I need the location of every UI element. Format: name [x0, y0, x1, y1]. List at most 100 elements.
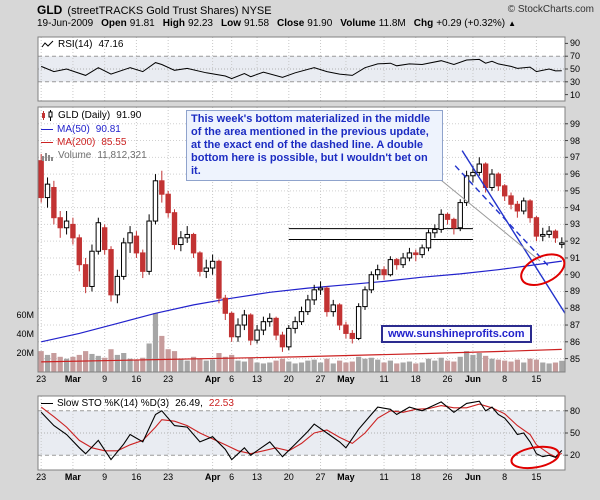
candle-body — [495, 173, 502, 187]
volume-bar — [413, 363, 419, 372]
candle-body — [286, 327, 292, 348]
volume-bar — [171, 351, 178, 372]
candle-body — [171, 212, 178, 246]
volume-bar — [527, 358, 533, 372]
candle-body — [432, 228, 438, 234]
candle-body — [501, 185, 508, 197]
volume-bar — [317, 362, 324, 372]
volume-bar — [260, 363, 267, 372]
volume-bar — [559, 360, 565, 372]
candle-body — [305, 299, 311, 313]
highlight-ellipse-main — [520, 253, 566, 286]
candle-body — [508, 195, 514, 205]
candle-body — [324, 287, 330, 313]
candle-body — [38, 160, 44, 199]
candle-body — [400, 257, 406, 266]
quote-label: Low — [221, 18, 241, 29]
quote-label: Volume — [340, 18, 376, 29]
candle-body — [203, 267, 209, 272]
candle-body — [101, 227, 108, 251]
candle-body — [349, 332, 355, 339]
candle-body — [146, 220, 152, 272]
volume-bar — [425, 358, 432, 372]
candle-body — [419, 247, 425, 256]
volume-bar — [70, 356, 76, 372]
chart-title: GLD (streetTRACKS Gold Trust Shares) NYS… — [37, 3, 272, 17]
candlestick-icon — [42, 110, 53, 121]
volume-bar — [470, 354, 476, 372]
volume-bar — [102, 357, 108, 372]
candle-body — [76, 237, 82, 266]
volume-bar — [95, 355, 101, 372]
candle-body — [374, 269, 381, 276]
quote-value: +0.29 (+0.32%) — [436, 18, 506, 29]
quote-value: 91.58 — [244, 18, 270, 29]
candle-body — [451, 218, 457, 229]
candle-body — [165, 193, 171, 214]
volume-bar — [152, 313, 159, 372]
change-up-arrow: ▲ — [508, 19, 517, 28]
candle-body — [444, 213, 451, 220]
volume-bar — [133, 359, 140, 372]
volume-bar — [121, 353, 127, 372]
candle-body — [343, 324, 349, 334]
volume-bar — [63, 358, 70, 372]
copyright: © StockCharts.com — [507, 4, 594, 15]
candle-body — [438, 213, 444, 230]
candle-body — [317, 287, 324, 291]
volume-bar — [546, 363, 552, 372]
volume-bar — [451, 361, 457, 372]
candle-body — [254, 329, 260, 341]
candle-body — [114, 275, 121, 296]
panel-border — [37, 106, 566, 373]
solid-trendline — [461, 150, 566, 314]
sunshineprofits-watermark[interactable]: www.sunshineprofits.com — [381, 325, 532, 343]
candle-body — [159, 180, 165, 195]
volume-bar — [279, 358, 286, 372]
volume-bar — [38, 351, 44, 372]
candle-body — [95, 222, 102, 252]
quote-value: 92.23 — [187, 18, 213, 29]
candle-body — [355, 306, 362, 339]
candle-body — [311, 289, 317, 301]
candle-body — [63, 220, 70, 229]
candle-body — [546, 230, 552, 235]
volume-bar — [400, 362, 406, 372]
volume-bar — [114, 354, 120, 372]
sto-legend: Slow STO %K(14) %D(3) 26.49, 22.53 — [41, 398, 234, 409]
candle-body — [222, 297, 229, 314]
volume-bar — [127, 358, 133, 372]
legend-value: 47.16 — [98, 39, 124, 50]
legend-value: 11,812,321 — [97, 150, 147, 161]
volume-bar — [521, 362, 527, 372]
candle-body — [82, 264, 89, 287]
sto-k-line — [40, 400, 563, 461]
candle-body — [425, 232, 432, 249]
volume-bar — [324, 358, 330, 372]
volume-bar — [197, 358, 203, 372]
volume-bar — [286, 361, 292, 372]
volume-bar — [343, 362, 349, 372]
candle-body — [209, 260, 216, 269]
highlight-ellipse-sto — [510, 445, 560, 470]
volume-bar — [89, 353, 95, 372]
candle-body — [216, 260, 222, 299]
rsi-line — [41, 58, 562, 80]
volume-bar — [146, 343, 152, 372]
candle-body — [330, 304, 336, 313]
gld-legend: GLD (Daily) 91.90 — [41, 110, 141, 121]
dashed-trendline — [454, 165, 551, 269]
volume-bar — [406, 361, 413, 372]
volume-bar — [159, 335, 165, 372]
candle-body — [121, 242, 127, 277]
line-swatch — [41, 129, 53, 130]
line-swatch — [41, 142, 53, 143]
volume-bar — [457, 356, 463, 372]
candle-body — [489, 173, 495, 189]
volume-bar — [298, 362, 305, 372]
quote-label: Close — [277, 18, 305, 29]
ma50-legend: MA(50) 90.81 — [41, 124, 121, 135]
volume-bar — [508, 361, 514, 372]
candle-body — [260, 321, 267, 331]
